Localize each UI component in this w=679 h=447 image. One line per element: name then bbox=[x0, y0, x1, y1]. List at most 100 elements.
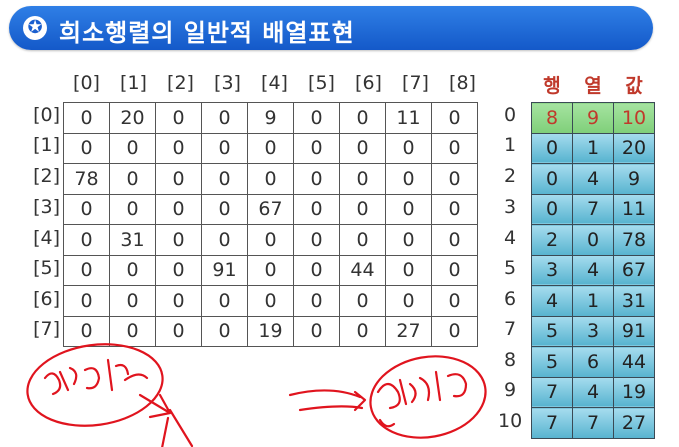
matrix-row: 0 0 0 0 19 0 0 27 0 bbox=[63, 315, 478, 347]
matrix-cell: 0 bbox=[201, 102, 248, 134]
matrix-cell: 0 bbox=[247, 254, 294, 286]
triples-cell: 27 bbox=[613, 407, 655, 439]
triples-index: 7 bbox=[503, 318, 517, 340]
triples-cell: 1 bbox=[572, 285, 614, 317]
matrix-cell: 19 bbox=[247, 315, 294, 347]
matrix-col-label: [5] bbox=[308, 72, 335, 94]
triples-cell: 0 bbox=[572, 224, 614, 256]
triples-index: 9 bbox=[503, 379, 517, 401]
matrix-cell: 0 bbox=[339, 132, 386, 164]
matrix-cell: 0 bbox=[339, 102, 386, 134]
matrix-cell: 0 bbox=[109, 315, 156, 347]
matrix-cell: 0 bbox=[339, 285, 386, 317]
triples-cell: 9 bbox=[613, 163, 655, 195]
triples-cell: 10 bbox=[613, 102, 655, 134]
triples-index: 0 bbox=[503, 104, 517, 126]
triples-cell: 0 bbox=[531, 193, 573, 225]
triples-header-value: 값 bbox=[625, 75, 643, 97]
matrix-cell: 0 bbox=[155, 163, 202, 195]
triples-cell: 20 bbox=[613, 132, 655, 164]
triples-row: 4 1 31 bbox=[531, 285, 655, 317]
matrix-cell: 0 bbox=[155, 254, 202, 286]
matrix-row-label: [2] bbox=[33, 165, 60, 187]
matrix-row-label: [5] bbox=[33, 257, 60, 279]
matrix-cell: 0 bbox=[293, 102, 340, 134]
matrix-cell: 0 bbox=[201, 163, 248, 195]
matrix-cell: 0 bbox=[431, 315, 478, 347]
title-bar: ✪ 희소행렬의 일반적 배열표현 bbox=[9, 6, 653, 50]
triples-cell: 7 bbox=[531, 376, 573, 408]
triples-index: 8 bbox=[503, 349, 517, 371]
matrix-cell: 0 bbox=[109, 132, 156, 164]
matrix-cell: 91 bbox=[201, 254, 248, 286]
triples-index: 10 bbox=[498, 410, 523, 432]
matrix-cell: 0 bbox=[63, 285, 110, 317]
matrix-col-label: [7] bbox=[402, 72, 429, 94]
triples-cell: 31 bbox=[613, 285, 655, 317]
matrix-cell: 0 bbox=[293, 315, 340, 347]
triples-cell: 4 bbox=[572, 376, 614, 408]
star-icon: ✪ bbox=[23, 16, 47, 40]
matrix-col-label: [1] bbox=[120, 72, 147, 94]
matrix-cell: 0 bbox=[293, 224, 340, 256]
matrix-row: 0 20 0 0 9 0 0 11 0 bbox=[63, 102, 478, 134]
matrix-col-label: [6] bbox=[355, 72, 382, 94]
matrix-cell: 0 bbox=[339, 163, 386, 195]
triples-cell: 8 bbox=[531, 102, 573, 134]
triples-cell: 44 bbox=[613, 346, 655, 378]
matrix-cell: 0 bbox=[385, 132, 432, 164]
matrix-cell: 0 bbox=[63, 193, 110, 225]
matrix-row: 0 0 0 0 67 0 0 0 0 bbox=[63, 193, 478, 225]
triples-index: 1 bbox=[503, 134, 517, 156]
matrix-col-label: [4] bbox=[261, 72, 288, 94]
triples-row: 0 1 20 bbox=[531, 132, 655, 164]
matrix-row-label: [4] bbox=[33, 227, 60, 249]
matrix-cell: 0 bbox=[339, 193, 386, 225]
matrix-col-label: [0] bbox=[73, 72, 100, 94]
matrix-cell: 27 bbox=[385, 315, 432, 347]
triples-cell: 5 bbox=[531, 346, 573, 378]
annotation-strokes bbox=[26, 343, 487, 447]
matrix-cell: 0 bbox=[155, 315, 202, 347]
triples-cell: 67 bbox=[613, 254, 655, 286]
matrix-cell: 0 bbox=[109, 193, 156, 225]
triples-index: 5 bbox=[503, 257, 517, 279]
matrix-cell: 0 bbox=[63, 102, 110, 134]
matrix-cell: 0 bbox=[155, 224, 202, 256]
triples-cell: 19 bbox=[613, 376, 655, 408]
triples-header-row: 행 bbox=[543, 75, 561, 97]
triples-cell: 5 bbox=[531, 315, 573, 347]
matrix-cell: 0 bbox=[293, 193, 340, 225]
matrix-cell: 11 bbox=[385, 102, 432, 134]
matrix-row-label: [3] bbox=[33, 196, 60, 218]
triples-cell: 4 bbox=[572, 254, 614, 286]
matrix-col-label: [3] bbox=[214, 72, 241, 94]
matrix-cell: 0 bbox=[431, 224, 478, 256]
triples-cell: 11 bbox=[613, 193, 655, 225]
matrix-cell: 9 bbox=[247, 102, 294, 134]
triples-cell: 7 bbox=[572, 407, 614, 439]
triples-row: 2 0 78 bbox=[531, 224, 655, 256]
matrix-cell: 0 bbox=[385, 285, 432, 317]
triples-cell: 3 bbox=[531, 254, 573, 286]
matrix-row: 0 0 0 91 0 0 44 0 0 bbox=[63, 254, 478, 286]
triples-cell: 3 bbox=[572, 315, 614, 347]
matrix-cell: 0 bbox=[431, 254, 478, 286]
matrix-cell: 0 bbox=[247, 285, 294, 317]
triples-cell: 0 bbox=[531, 132, 573, 164]
triples-header-col: 열 bbox=[584, 75, 602, 97]
matrix-cell: 0 bbox=[155, 132, 202, 164]
triples-row: 7 4 19 bbox=[531, 376, 655, 408]
matrix-cell: 0 bbox=[385, 193, 432, 225]
matrix-row-label: [7] bbox=[33, 318, 60, 340]
matrix-cell: 0 bbox=[339, 224, 386, 256]
matrix-cell: 0 bbox=[63, 254, 110, 286]
page-title: 희소행렬의 일반적 배열표현 bbox=[59, 19, 355, 47]
triples-index: 3 bbox=[503, 196, 517, 218]
matrix-cell: 0 bbox=[155, 102, 202, 134]
matrix-row-label: [6] bbox=[33, 288, 60, 310]
matrix-cell: 0 bbox=[293, 285, 340, 317]
matrix-cell: 0 bbox=[385, 254, 432, 286]
triples-index: 6 bbox=[503, 288, 517, 310]
